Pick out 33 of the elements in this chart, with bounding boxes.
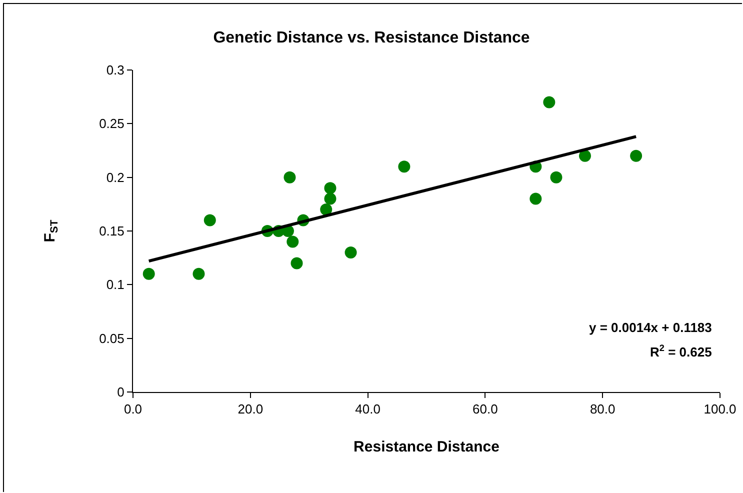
y-tick-label: 0 xyxy=(117,384,124,400)
x-tick-label: 60.0 xyxy=(472,402,498,417)
annotation: R$^{2}$ = 0.625 xyxy=(650,343,712,360)
x-axis-title: Resistance Distance xyxy=(354,438,500,456)
x-tick-label: 20.0 xyxy=(238,402,264,417)
point xyxy=(192,268,205,280)
annotation: y = 0.0014x + 0.1183 xyxy=(589,320,712,335)
point xyxy=(578,150,591,162)
point xyxy=(142,268,155,280)
point xyxy=(204,214,216,226)
y-tick-label: 0.1 xyxy=(106,277,124,292)
y-tick-label: 0.2 xyxy=(106,170,124,185)
chart-title: Genetic Distance vs. Resistance Distance xyxy=(213,30,530,47)
point xyxy=(284,171,296,184)
point xyxy=(543,96,556,108)
x-tick-label: 0.0 xyxy=(124,402,142,417)
y-tick-label: 0.05 xyxy=(99,330,124,346)
point xyxy=(320,204,332,216)
y-tick-label: 0.25 xyxy=(99,116,124,132)
y-tick-label: 0.3 xyxy=(106,62,124,78)
x-tick-label: 40.0 xyxy=(355,402,380,417)
point xyxy=(630,150,642,162)
point xyxy=(286,236,299,248)
point xyxy=(550,171,562,184)
point xyxy=(324,192,336,205)
x-tick-label: 100.0 xyxy=(704,402,736,417)
x-tick-label: 80.0 xyxy=(590,402,616,417)
point xyxy=(398,160,410,173)
point xyxy=(530,192,542,205)
point xyxy=(344,246,357,258)
point xyxy=(324,182,336,194)
y-tick-label: 0.15 xyxy=(99,224,124,239)
point xyxy=(290,257,303,270)
